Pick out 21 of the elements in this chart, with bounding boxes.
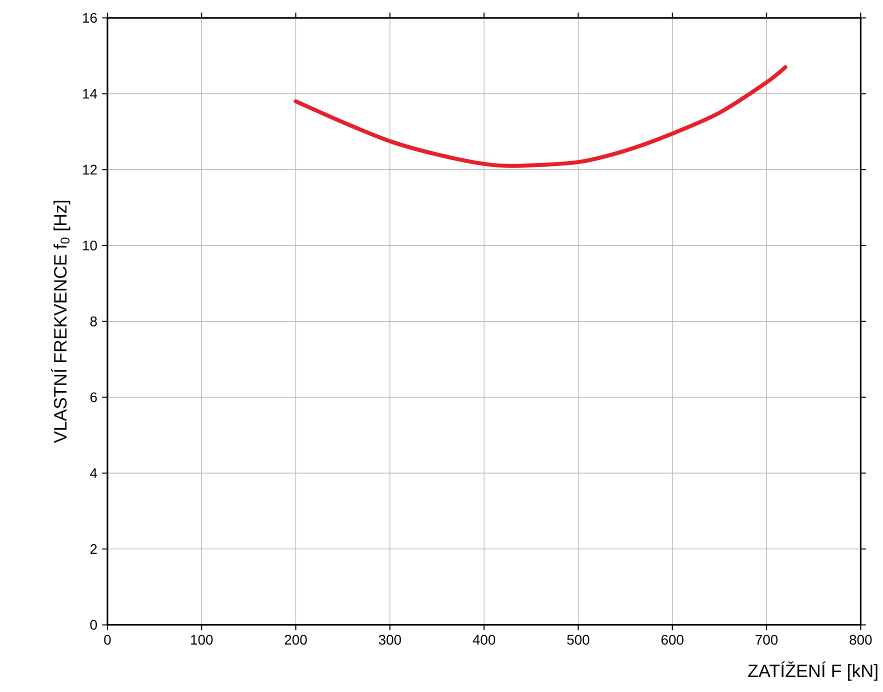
y-tick-label: 8 bbox=[90, 316, 97, 327]
x-tick-label: 100 bbox=[191, 635, 213, 645]
y-tick-label: 12 bbox=[83, 165, 97, 175]
x-tick-label: 400 bbox=[472, 635, 496, 645]
y-tick-label: 4 bbox=[90, 468, 98, 478]
y-tick-label: 16 bbox=[83, 13, 97, 24]
x-tick-label: 500 bbox=[567, 635, 590, 645]
x-tick-label: 800 bbox=[850, 635, 872, 645]
x-tick-label: 700 bbox=[756, 635, 778, 645]
x-tick-label: 200 bbox=[284, 635, 307, 645]
x-tick-label: 0 bbox=[104, 635, 111, 645]
y-tick-label: 10 bbox=[83, 240, 97, 251]
y-tick-label: 6 bbox=[90, 392, 97, 402]
x-tick-label: 600 bbox=[661, 635, 684, 645]
x-tick-label: 300 bbox=[378, 635, 401, 645]
y-tick-label: 0 bbox=[90, 620, 97, 630]
y-axis-title: VLASTNÍ FREKVENCE f$_{0}$ [Hz] bbox=[50, 201, 70, 444]
line-series bbox=[294, 65, 788, 168]
y-tick-label: 14 bbox=[83, 89, 98, 99]
y-tick-label: 2 bbox=[90, 544, 97, 554]
x-axis-title: ZATÍŽENÍ F [kN] bbox=[748, 662, 878, 681]
